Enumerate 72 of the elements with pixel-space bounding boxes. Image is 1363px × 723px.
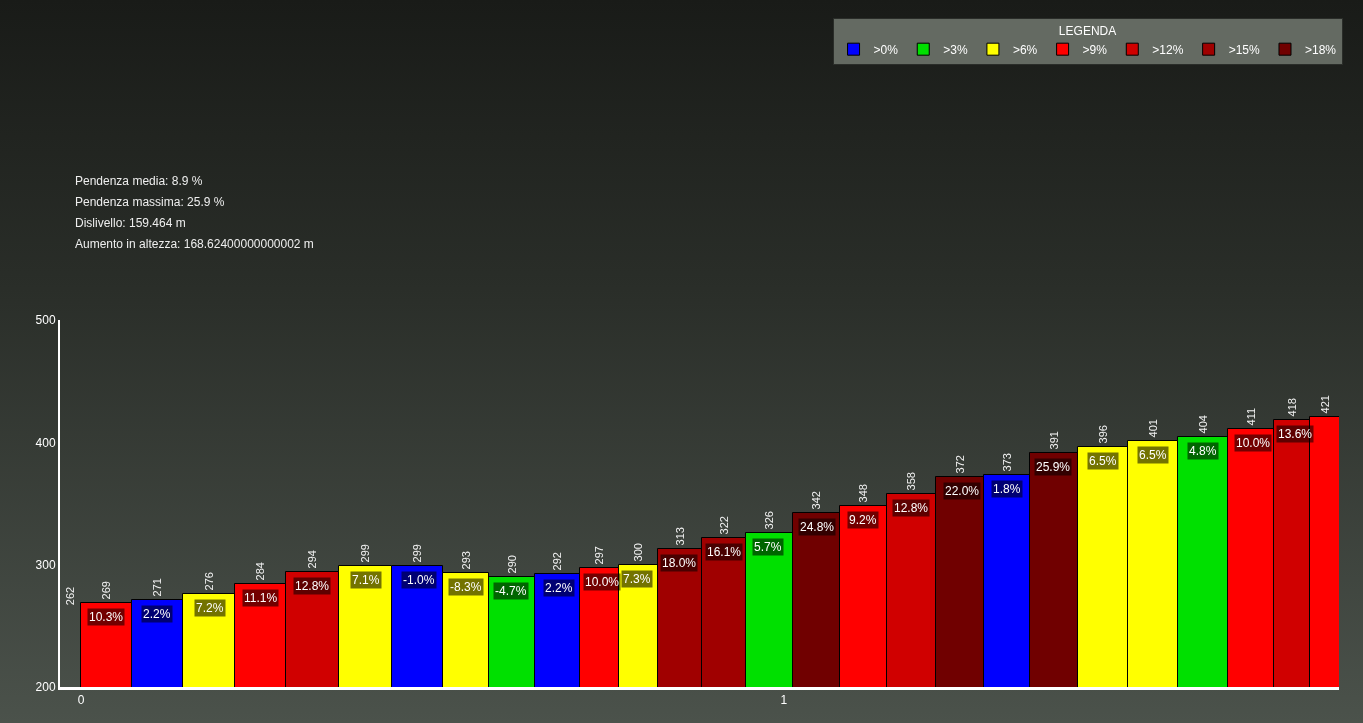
annotation: 24.8% (800, 520, 835, 534)
legend-label: >6% (1012, 42, 1038, 57)
annotation: 11.1% (244, 591, 278, 605)
data-label: 299 (359, 544, 371, 563)
data-label: 404 (1196, 415, 1209, 434)
annotation: 2.2% (545, 581, 573, 595)
data-label: 313 (673, 527, 686, 546)
legend-label: >3% (943, 42, 968, 57)
x-tick-label: 0 (77, 693, 85, 708)
annotation: 9.2% (849, 513, 877, 527)
annotation: 1.8% (993, 482, 1021, 496)
data-label: 421 (1318, 395, 1331, 414)
data-label: 292 (551, 552, 563, 571)
legend-title: LEGENDA (1058, 23, 1117, 38)
annotation: 10.0% (585, 575, 620, 589)
text: Dislivello: 159.464 m (75, 216, 186, 230)
data-label: 348 (857, 484, 869, 503)
annotation: 6.5% (1139, 448, 1167, 462)
annotation: 7.2% (196, 601, 224, 615)
x-tick-label: 1 (780, 693, 788, 708)
data-label: 290 (505, 555, 518, 574)
text: Pendenza massima: 25.9 % (75, 195, 225, 209)
data-label: 276 (202, 572, 215, 591)
data-label: 391 (1047, 431, 1060, 450)
y-tick-label: 200 (35, 680, 56, 695)
annotation: 5.7% (754, 540, 782, 554)
data-label: 294 (306, 550, 318, 569)
text: Aumento in altezza: 168.62400000000002 m (75, 237, 314, 251)
data-label: 342 (810, 491, 822, 510)
data-label: 401 (1146, 419, 1159, 438)
legend-label: >9% (1082, 42, 1108, 57)
annotation: -1.0% (403, 573, 435, 587)
data-label: 299 (411, 544, 423, 563)
annotation: 7.3% (623, 572, 651, 586)
annotation: 262 (63, 586, 76, 606)
data-label: 396 (1096, 425, 1109, 444)
y-tick-label: 300 (35, 557, 56, 572)
data-label: 284 (254, 562, 266, 581)
y-tick-label: 400 (35, 435, 56, 450)
annotation: 18.0% (662, 556, 697, 570)
data-label: 411 (1244, 407, 1257, 426)
data-label: 269 (100, 581, 112, 600)
annotation: 10.0% (1236, 436, 1271, 450)
annotation: 10.3% (89, 610, 124, 624)
annotation: 16.1% (707, 545, 742, 559)
data-label: 297 (593, 546, 605, 565)
annotation: 4.8% (1189, 444, 1217, 458)
data-label: 293 (459, 551, 472, 570)
legend-label: >15% (1228, 42, 1260, 57)
annotation: 22.0% (945, 484, 980, 498)
annotation: 13.6% (1278, 427, 1313, 441)
annotation: 7.1% (352, 573, 380, 587)
data-label: 300 (632, 543, 644, 562)
annotation: 12.8% (894, 501, 929, 515)
data-label: 322 (717, 516, 730, 535)
legend-label: >0% (873, 42, 899, 57)
data-label: 373 (1000, 453, 1013, 472)
annotation: 25.9% (1036, 460, 1071, 474)
annotation: 2.2% (143, 607, 171, 621)
data-label: 326 (763, 511, 775, 530)
annotation: -4.7% (495, 584, 527, 598)
data-label: 372 (953, 455, 966, 474)
legend-label: >18% (1304, 42, 1337, 57)
annotation: -8.3% (450, 580, 482, 594)
y-tick-label: 500 (35, 313, 56, 328)
annotation: 6.5% (1089, 454, 1117, 468)
data-label: 418 (1285, 398, 1298, 417)
data-label: 271 (151, 578, 163, 597)
legend-label: >12% (1152, 42, 1184, 57)
data-label: 358 (905, 472, 917, 491)
annotation: 12.8% (295, 579, 330, 593)
text: Pendenza media: 8.9 % (75, 174, 203, 188)
